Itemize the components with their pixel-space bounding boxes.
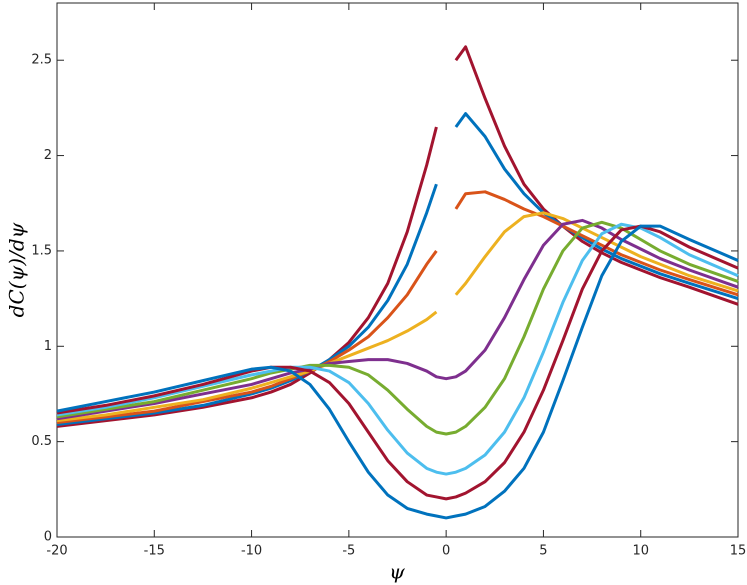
series-line: [56, 222, 739, 476]
x-tick-label: 15: [730, 544, 747, 559]
x-tick-label: -15: [144, 544, 165, 559]
y-tick-label: 0: [44, 530, 52, 545]
x-tick-label: -10: [241, 544, 262, 559]
y-tick-label: 1: [44, 339, 52, 354]
x-tick-label: 0: [442, 544, 450, 559]
axes-box: [56, 2, 739, 538]
x-tick-label: -20: [46, 544, 67, 559]
series-line: [56, 45, 739, 428]
y-tick-label: 2.5: [31, 53, 52, 68]
series-line: [56, 224, 739, 520]
series-line: [56, 218, 739, 421]
y-axis-label: dC(ψ)/dψ: [5, 222, 29, 317]
y-tick-label: 0.5: [31, 434, 52, 449]
x-tick-label: 5: [539, 544, 547, 559]
x-tick-label: 10: [632, 544, 649, 559]
series-line: [56, 220, 739, 436]
x-tick-label: -5: [342, 544, 355, 559]
y-tick-label: 2: [44, 148, 52, 163]
y-tick-label: 1.5: [31, 243, 52, 258]
x-axis-label: ψ: [389, 560, 405, 584]
